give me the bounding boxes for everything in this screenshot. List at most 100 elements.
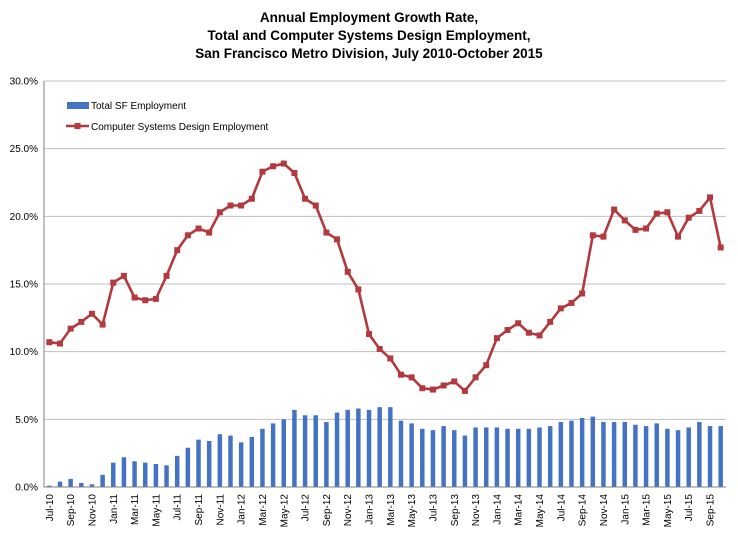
x-tick-label: Mar-13 xyxy=(386,494,397,526)
line-point xyxy=(152,295,159,302)
y-axis-ticks: 0.0% 5.0% 10.0% 15.0% 20.0% 25.0% 30.0% xyxy=(10,77,38,494)
bar xyxy=(718,426,723,487)
bar xyxy=(622,422,628,487)
bar xyxy=(79,482,84,487)
bar xyxy=(590,416,596,487)
bar xyxy=(57,481,63,487)
line-point xyxy=(195,225,202,232)
x-tick-label: May-15 xyxy=(663,494,674,528)
line-point xyxy=(131,294,138,301)
line-point xyxy=(536,332,543,339)
line-point xyxy=(184,232,191,239)
bar xyxy=(579,417,585,487)
line-point xyxy=(515,320,522,327)
x-tick-label: Sep-15 xyxy=(706,494,717,527)
bar xyxy=(132,461,137,487)
x-tick-label: Jul-10 xyxy=(45,494,56,522)
bar xyxy=(100,474,105,487)
line-point xyxy=(707,194,714,201)
line-point xyxy=(174,247,181,254)
line-point xyxy=(142,297,149,304)
x-axis-ticks: Jul-10 Sep-10 Nov-10 Jan-11 Mar-11 May-11 Jul-… xyxy=(45,494,717,528)
y-tick-label: 20.0% xyxy=(10,212,38,223)
line-point xyxy=(280,160,287,167)
x-tick-label: Jul-11 xyxy=(173,494,184,521)
line-point xyxy=(579,290,586,297)
bar xyxy=(601,422,606,487)
x-tick-label: Sep-11 xyxy=(194,494,205,526)
chart-title: Annual Employment Growth Rate, Total and … xyxy=(195,10,543,61)
chart-title-line: Total and Computer Systems Design Employ… xyxy=(207,28,530,43)
line-series xyxy=(46,160,724,394)
line-point xyxy=(653,210,660,217)
line-point xyxy=(120,272,127,279)
line-point xyxy=(493,335,500,342)
line-point xyxy=(163,272,170,279)
line-point xyxy=(568,299,575,306)
line-point xyxy=(419,385,426,392)
bar xyxy=(526,428,532,487)
bar xyxy=(686,427,691,487)
x-tick-label: Jan-12 xyxy=(237,494,248,525)
bar xyxy=(153,463,159,487)
bar xyxy=(366,409,372,487)
bar xyxy=(643,426,649,487)
bar xyxy=(697,422,702,487)
bar xyxy=(217,434,223,487)
x-tick-label: May-11 xyxy=(151,494,162,527)
bar xyxy=(420,428,425,487)
line-point xyxy=(206,229,213,236)
bar xyxy=(164,465,169,487)
line-point xyxy=(675,233,682,240)
bar xyxy=(270,423,276,487)
line-point xyxy=(632,226,639,233)
line-point xyxy=(685,214,692,221)
bar xyxy=(558,422,564,487)
bar xyxy=(345,409,350,487)
y-tick-label: 10.0% xyxy=(10,347,38,358)
line-point xyxy=(312,202,319,209)
line-point xyxy=(238,202,245,209)
legend-swatch-bar xyxy=(67,102,89,109)
bar xyxy=(452,430,457,487)
x-tick-label: Nov-13 xyxy=(471,494,482,527)
bar xyxy=(89,484,95,487)
x-tick-label: Jan-14 xyxy=(492,494,503,525)
line-series-path xyxy=(49,162,722,393)
line-point xyxy=(376,345,383,352)
line-point xyxy=(270,163,277,170)
bar xyxy=(377,407,382,487)
line-point xyxy=(302,195,309,202)
x-tick-label: May-13 xyxy=(407,494,418,528)
bar xyxy=(121,457,127,487)
bar-series xyxy=(47,407,723,487)
x-tick-label: Nov-12 xyxy=(343,494,354,527)
line-point xyxy=(259,168,266,175)
bar xyxy=(483,427,489,487)
line-point xyxy=(664,209,671,216)
line-point xyxy=(611,206,618,213)
legend: Total SF Employment Computer Systems Desi… xyxy=(66,101,269,133)
x-tick-label: Jul-12 xyxy=(301,494,312,522)
x-tick-label: Sep-14 xyxy=(578,494,589,527)
line-point xyxy=(78,318,85,325)
bar xyxy=(441,426,446,487)
legend-label: Computer Systems Design Employment xyxy=(91,122,269,133)
line-point xyxy=(504,327,511,334)
line-point xyxy=(461,387,468,394)
line-point xyxy=(99,321,106,328)
bar xyxy=(494,427,500,487)
line-point xyxy=(408,374,415,381)
y-tick-label: 25.0% xyxy=(10,144,38,155)
line-point xyxy=(334,236,341,243)
line-point xyxy=(323,229,330,236)
x-tick-label: Sep-10 xyxy=(66,494,77,527)
x-tick-label: Mar-15 xyxy=(642,494,653,526)
line-point xyxy=(397,371,404,378)
line-point xyxy=(46,339,53,346)
bar xyxy=(292,409,297,487)
bar xyxy=(196,439,201,487)
line-point xyxy=(451,378,458,385)
bar xyxy=(537,427,542,487)
x-tick-label: Mar-12 xyxy=(258,494,269,526)
